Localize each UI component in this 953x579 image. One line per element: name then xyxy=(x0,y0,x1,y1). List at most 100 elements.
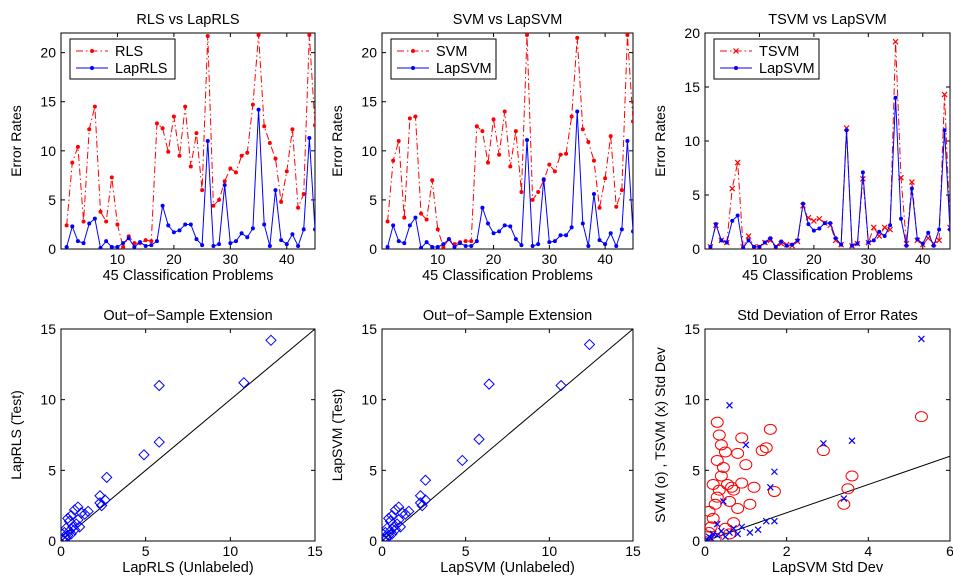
scatter-point-diamond xyxy=(65,528,77,540)
x-tick-label: 4 xyxy=(864,543,872,559)
scatter-point-circle xyxy=(725,481,739,493)
y-tick-label: 5 xyxy=(369,462,377,478)
scatter-point-diamond xyxy=(95,499,108,512)
chart-title: Out−of−Sample Extension xyxy=(103,308,272,324)
scatter-point-diamond xyxy=(78,508,91,520)
data-point-LapSVM xyxy=(844,128,849,133)
scatter-point-cross xyxy=(719,498,727,505)
scatter-point-cross xyxy=(742,441,750,449)
scatter-point-cross xyxy=(709,530,717,538)
y-tick-label: 5 xyxy=(692,187,700,203)
data-point-LapSVM xyxy=(855,241,860,246)
data-point-SVM xyxy=(597,205,602,210)
data-point-LapSVM xyxy=(877,229,882,234)
scatter-point-cross xyxy=(848,437,856,445)
data-point-LapRLS xyxy=(64,245,69,249)
scatter-point-diamond xyxy=(583,338,596,351)
data-point-RLS xyxy=(160,126,165,131)
legend-box xyxy=(390,38,497,80)
scatter-point-diamond xyxy=(483,378,495,390)
data-point-LapSVM xyxy=(402,241,407,246)
y-tick-label: 20 xyxy=(361,45,377,61)
data-point-LapSVM xyxy=(817,226,822,231)
legend-marker-LapRLS xyxy=(90,66,94,70)
data-point-SVM xyxy=(424,217,429,222)
data-point-LapSVM xyxy=(779,239,784,244)
data-point-SVM xyxy=(530,197,535,202)
data-point-RLS xyxy=(211,203,216,208)
scatter-point-circle xyxy=(710,416,724,428)
x-axis-label: 45 Classification Problems xyxy=(103,268,274,284)
scatter-point-diamond xyxy=(393,501,405,513)
data-point-TSVM xyxy=(936,237,943,244)
scatter-point-diamond xyxy=(153,379,165,392)
y-axis-label: SVM (o) , TSVM (x) Std Dev xyxy=(652,347,668,523)
scatter-point-diamond xyxy=(138,449,150,461)
scatter-point-cross xyxy=(713,520,721,528)
chart-title: Std Deviation of Error Rates xyxy=(737,308,918,324)
data-point-SVM xyxy=(419,211,424,216)
data-point-LapSVM xyxy=(597,238,602,243)
data-point-LapSVM xyxy=(822,221,827,226)
scatter-point-diamond xyxy=(382,512,395,525)
axes-box xyxy=(60,328,316,542)
scatter-point-circle xyxy=(731,447,745,459)
data-point-LapRLS xyxy=(284,242,289,247)
x-tick-label: 2 xyxy=(783,543,791,559)
x-tick-label: 20 xyxy=(486,251,502,267)
data-point-LapSVM xyxy=(435,245,440,249)
data-point-TSVM xyxy=(881,224,888,231)
data-point-LapSVM xyxy=(948,227,950,232)
axes-box xyxy=(381,328,634,542)
y-tick-label: 5 xyxy=(369,192,377,208)
data-point-LapSVM xyxy=(757,244,762,249)
legend-marker-LapSVM xyxy=(734,66,738,70)
data-point-LapRLS xyxy=(104,239,109,244)
data-point-RLS xyxy=(250,102,255,107)
data-point-LapSVM xyxy=(491,231,496,236)
data-point-LapSVM xyxy=(419,246,424,249)
y-tick-label: 0 xyxy=(48,533,56,549)
y-tick-label: 15 xyxy=(40,321,56,337)
chart-title: SVM vs LapSVM xyxy=(453,12,563,28)
scatter-point-circle xyxy=(718,522,732,534)
data-point-TSVM xyxy=(892,38,899,45)
data-point-LapSVM xyxy=(942,128,947,133)
y-tick-label: 20 xyxy=(684,25,700,41)
data-point-LapSVM xyxy=(724,240,729,245)
data-point-RLS xyxy=(273,156,278,161)
y-tick-label: 10 xyxy=(684,133,700,149)
scatter-point-circle xyxy=(714,470,728,482)
data-point-LapSVM xyxy=(480,205,485,210)
scatter-point-circle xyxy=(723,495,736,507)
data-point-LapSVM xyxy=(888,223,893,228)
data-point-LapRLS xyxy=(245,235,250,240)
y-tick-label: 0 xyxy=(48,241,56,257)
scatter-point-circle xyxy=(747,481,761,493)
x-tick-label: 5 xyxy=(462,543,470,559)
data-point-LapRLS xyxy=(256,107,261,112)
x-tick-label: 30 xyxy=(861,251,877,267)
y-tick-label: 15 xyxy=(684,79,700,95)
data-point-RLS xyxy=(228,166,233,171)
plot-area xyxy=(707,38,950,249)
data-point-LapSVM xyxy=(580,221,585,226)
diagonal-reference-line xyxy=(382,329,633,541)
y-tick-label: 5 xyxy=(48,192,56,208)
data-point-TSVM xyxy=(816,215,823,222)
data-point-LapRLS xyxy=(126,236,131,241)
data-point-RLS xyxy=(87,127,92,132)
data-point-LapRLS xyxy=(211,244,216,249)
plot-area xyxy=(64,33,315,249)
legend-label-LapSVM: LapSVM xyxy=(759,61,815,77)
data-point-LapRLS xyxy=(250,226,255,231)
data-point-SVM xyxy=(480,129,485,134)
y-tick-label: 0 xyxy=(369,533,377,549)
data-point-LapSVM xyxy=(909,186,914,191)
data-point-SVM xyxy=(502,109,507,114)
data-point-LapSVM xyxy=(893,95,898,100)
data-point-SVM xyxy=(491,117,496,122)
data-point-LapSVM xyxy=(828,221,833,226)
data-point-LapSVM xyxy=(904,243,909,248)
plot-area xyxy=(382,329,633,541)
